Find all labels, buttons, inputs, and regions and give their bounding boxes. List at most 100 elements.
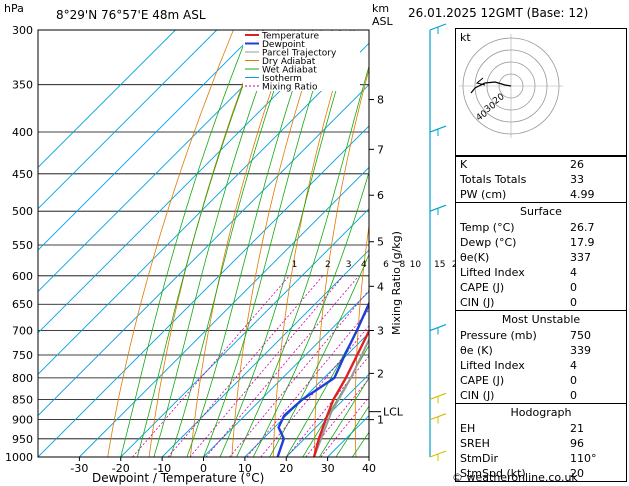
km-tick-label: 3 xyxy=(377,325,384,338)
isotherm xyxy=(38,30,342,334)
row-value: 17.9 xyxy=(570,236,595,249)
table-row: PW (cm) 4.99 xyxy=(456,187,626,202)
hpa-label: hPa xyxy=(4,2,24,15)
isotherm xyxy=(38,42,369,375)
temperature-tick-label: -20 xyxy=(112,462,130,475)
row-value: 26 xyxy=(570,158,584,171)
row-label: Temp (°C) xyxy=(460,221,515,234)
isotherm xyxy=(38,30,300,293)
row-value: 4 xyxy=(570,359,577,372)
mixing-ratio-label: 1 xyxy=(292,260,298,270)
mixing-ratio-label: 4 xyxy=(361,260,367,270)
row-label: Lifted Index xyxy=(460,359,525,372)
row-label: θe (K) xyxy=(460,344,493,357)
row-label: CAPE (J) xyxy=(460,281,505,294)
hodograph-trace xyxy=(470,81,512,94)
datetime-label: 26.01.2025 12GMT (Base: 12) xyxy=(408,6,589,20)
legend-background xyxy=(243,31,360,91)
indices-panel: K 26 Totals Totals 33 PW (cm) 4.99 Surface Te… xyxy=(455,156,627,482)
temperature-tick-label: 40 xyxy=(362,462,376,475)
dewpoint-profile xyxy=(276,301,369,457)
pressure-tick-label: 900 xyxy=(12,414,33,427)
mixing-ratio-line xyxy=(189,275,344,457)
row-label: Pressure (mb) xyxy=(460,329,537,342)
wet-adiabat xyxy=(153,30,280,457)
pressure-tick-label: 650 xyxy=(12,298,33,311)
mixing-ratio-line xyxy=(167,275,324,457)
x-axis-label: Dewpoint / Temperature (°C) xyxy=(92,471,264,485)
hodograph-title: Hodograph xyxy=(456,403,626,421)
mixing-ratio-axis-label: Mixing Ratio (g/kg) xyxy=(390,231,403,335)
table-row: StmDir 110° xyxy=(456,451,626,466)
row-label: CAPE (J) xyxy=(460,374,505,387)
isotherm xyxy=(244,332,369,457)
location-label: 8°29'N 76°57'E 48m ASL xyxy=(56,8,206,22)
row-value: 4 xyxy=(570,266,577,279)
temperature-tick-label: 30 xyxy=(321,462,335,475)
isotherm xyxy=(161,249,369,457)
legend-entry: Wet Adiabat xyxy=(262,66,317,76)
footer-copyright: © weatheronline.co.uk xyxy=(452,471,578,484)
row-value: 33 xyxy=(570,173,584,186)
mixing-ratio-label: 3 xyxy=(346,260,352,270)
row-label: θe(K) xyxy=(460,251,490,264)
row-label: StmSpd (kt) xyxy=(460,467,526,480)
legend-entry: Dewpoint xyxy=(262,40,305,50)
temperature-tick-label: 20 xyxy=(279,462,293,475)
table-row: Temp (°C) 26.7 xyxy=(456,220,626,235)
temperature-tick-label: 10 xyxy=(238,462,252,475)
isotherm xyxy=(38,30,259,251)
isotherm xyxy=(203,290,369,457)
table-row: CIN (J) 0 xyxy=(456,388,626,403)
table-row: CAPE (J) 0 xyxy=(456,373,626,388)
storm-motion-arrow xyxy=(475,77,486,86)
wet-adiabat xyxy=(120,30,250,457)
row-value: 96 xyxy=(570,437,584,450)
legend-entry: Isotherm xyxy=(262,74,302,84)
mixing-ratio-label: 10 xyxy=(410,260,422,270)
mixing-ratio-label: 6 xyxy=(383,260,389,270)
row-label: StmDir xyxy=(460,452,499,465)
km-tick-label: 6 xyxy=(377,189,384,202)
mixing-ratio-label: 2 xyxy=(325,260,331,270)
isotherm xyxy=(38,83,369,417)
dry-adiabat xyxy=(107,30,234,457)
legend-entry: Parcel Trajectory xyxy=(262,49,337,59)
wet-adiabat xyxy=(335,405,369,457)
row-value: 26.7 xyxy=(570,221,595,234)
km-tick-label: 1 xyxy=(377,414,384,427)
row-label: Totals Totals xyxy=(460,173,527,186)
table-row: StmSpd (kt) 20 xyxy=(456,466,626,481)
row-value: 21 xyxy=(570,422,584,435)
most-unstable-title: Most Unstable xyxy=(456,310,626,328)
table-row: Lifted Index 4 xyxy=(456,265,626,280)
row-value: 20 xyxy=(570,467,584,480)
isotherm xyxy=(38,125,369,457)
temperature-tick-label: -30 xyxy=(70,462,88,475)
isotherm xyxy=(38,30,218,210)
wet-adiabat xyxy=(285,305,369,457)
row-label: SREH xyxy=(460,437,490,450)
parcel-trajectory xyxy=(313,337,369,457)
isotherm xyxy=(38,30,176,169)
row-value: 110° xyxy=(570,452,597,465)
dry-adiabat xyxy=(231,30,322,457)
pressure-tick-label: 300 xyxy=(12,24,33,37)
km-tick-label: 5 xyxy=(377,236,384,249)
km-tick-label: 8 xyxy=(377,94,384,107)
pressure-tick-label: 850 xyxy=(12,393,33,406)
table-row: θe (K) 339 xyxy=(456,343,626,358)
table-row: Lifted Index 4 xyxy=(456,358,626,373)
table-row: K 26 xyxy=(456,157,626,172)
hodograph-panel: kt 40 30 20 xyxy=(455,28,627,156)
table-row: EH 21 xyxy=(456,421,626,436)
mixing-ratio-line xyxy=(205,275,360,457)
wet-adiabat xyxy=(236,64,369,457)
temperature-tick-label: -10 xyxy=(153,462,171,475)
km-tick-label: 4 xyxy=(377,280,384,293)
temperature-profile xyxy=(312,328,369,457)
legend-entry: Mixing Ratio xyxy=(262,83,318,93)
row-value: 0 xyxy=(570,296,577,309)
